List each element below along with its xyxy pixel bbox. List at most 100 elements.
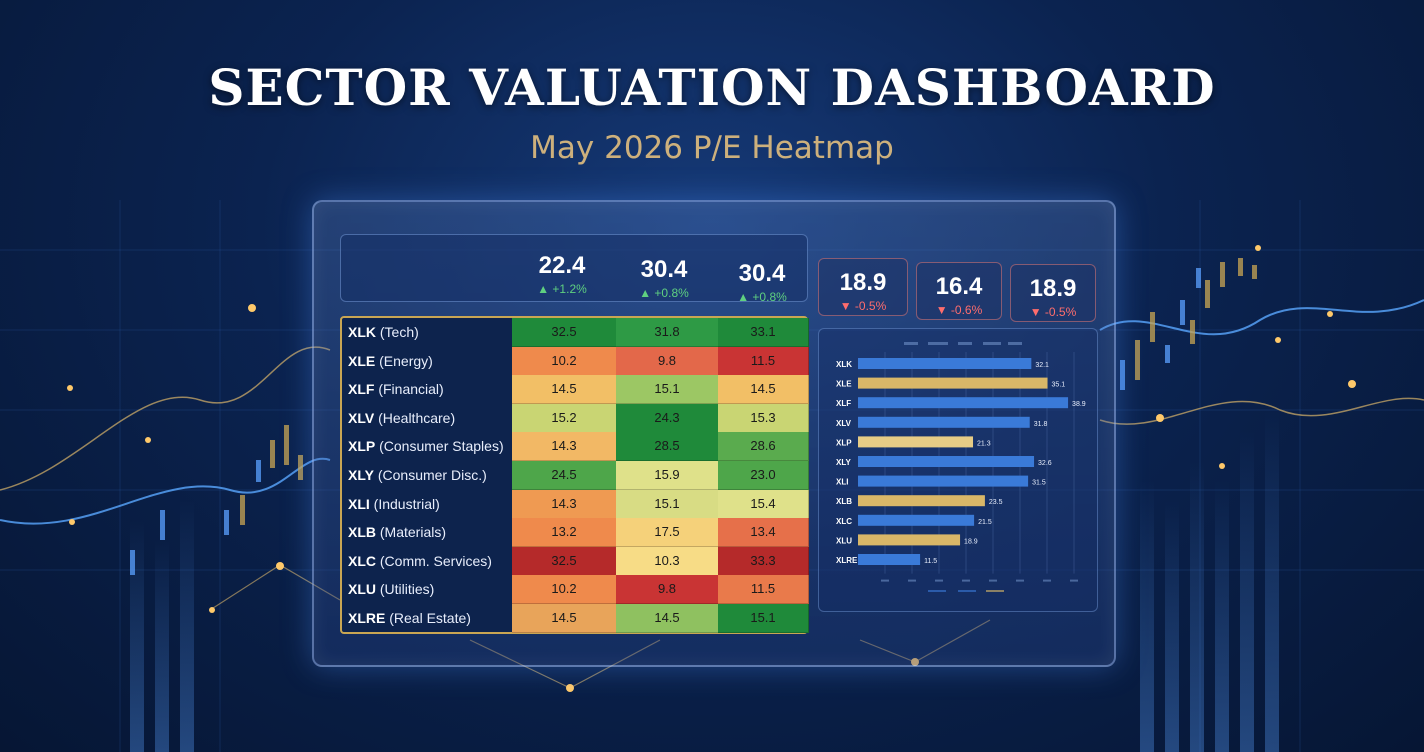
row-label: XLI (Industrial): [348, 490, 512, 519]
table-row: XLB (Materials) 13.2 17.5 13.4: [342, 518, 809, 548]
row-ticker: XLY: [348, 467, 374, 483]
dashboard-subtitle: May 2026 P/E Heatmap: [530, 130, 894, 166]
stat-change-text: -0.6%: [950, 303, 983, 317]
axis-tick-mark: [1070, 579, 1078, 582]
row-ticker: XLF: [348, 381, 375, 398]
stat-value: 22.4: [538, 252, 586, 279]
heatmap-cell: 15.1: [616, 375, 719, 405]
row-label: XLU (Utilities): [348, 575, 512, 604]
axis-tick-mark: [962, 579, 970, 582]
row-sector-name: (Materials): [379, 524, 447, 541]
bar: [858, 358, 1032, 369]
heatmap-cell: 32.5: [512, 318, 617, 347]
heatmap-cell: 14.5: [512, 604, 617, 633]
stat-value: 30.4: [640, 256, 688, 283]
bar: [858, 377, 1048, 389]
heatmap-cell: 15.1: [718, 604, 809, 633]
heatmap-cell: 24.5: [512, 461, 617, 490]
bar: [858, 456, 1035, 467]
triangle-up-icon: ▲: [537, 282, 553, 296]
bar-category-label: XLU: [836, 536, 852, 545]
heatmap-cell: 13.4: [718, 518, 809, 548]
stat-change-up: ▲ +0.8%: [612, 286, 716, 300]
bar: [858, 534, 961, 546]
row-sector-name: (Utilities): [379, 581, 435, 598]
heatmap-cell: 9.8: [616, 575, 719, 605]
heatmap-cell: 9.8: [616, 346, 719, 376]
row-ticker: XLI: [348, 495, 370, 512]
triangle-down-icon: ▼: [839, 299, 855, 313]
bar-value-label: 11.5: [924, 558, 937, 565]
bar-value-label: 18.9: [964, 538, 978, 545]
stat-change-down: ▼ -0.5%: [1011, 305, 1095, 319]
stat-change-down: ▼ -0.6%: [917, 303, 1001, 317]
stat-change-text: +1.2%: [552, 282, 587, 296]
heatmap-cell: 28.5: [616, 432, 719, 462]
table-row: XLK (Tech) 32.5 31.8 33.1: [342, 318, 809, 347]
heatmap-cell: 14.3: [512, 432, 617, 462]
heatmap-cell: 28.6: [718, 432, 809, 462]
heatmap-cell: 14.3: [512, 489, 617, 519]
legend-blur: [928, 590, 946, 592]
bar-value-label: 21.3: [977, 440, 991, 447]
heatmap-cell: 33.1: [718, 318, 809, 347]
stat-tile: 22.4 ▲ +1.2%: [510, 252, 614, 296]
bar-category-label: XLE: [836, 380, 852, 389]
bar: [858, 416, 1030, 428]
axis-tick-mark: [881, 579, 889, 582]
row-label: XLK (Tech): [348, 318, 512, 347]
triangle-up-icon: ▲: [639, 286, 655, 300]
table-row: XLU (Utilities) 10.2 9.8 11.5: [342, 575, 809, 605]
heatmap-cell: 15.2: [512, 403, 617, 433]
table-row: XLV (Healthcare) 15.2 24.3 15.3: [342, 403, 809, 433]
stat-value: 18.9: [1029, 275, 1077, 302]
bar-category-label: XLI: [836, 478, 848, 487]
bar-category-label: XLV: [836, 419, 852, 428]
row-ticker: XLB: [348, 524, 376, 541]
bar-category-label: XLC: [836, 517, 852, 526]
row-ticker: XLC: [348, 552, 376, 569]
row-label: XLB (Materials): [348, 518, 512, 547]
chart-header-blur: [928, 342, 948, 345]
row-label: XLY (Consumer Disc.): [348, 461, 512, 490]
table-row: XLE (Energy) 10.2 9.8 11.5: [342, 346, 809, 376]
heatmap-cell: 11.5: [718, 575, 809, 605]
heatmap-cell: 15.1: [616, 489, 719, 519]
stat-tile: 18.9 ▼ -0.5%: [818, 258, 908, 316]
bar-category-label: XLY: [836, 458, 851, 467]
heatmap-cell: 10.2: [512, 346, 617, 376]
stat-change-up: ▲ +1.2%: [510, 282, 614, 296]
chart-header-blur: [1008, 342, 1022, 345]
stats-bar: [340, 234, 808, 302]
bar-value-label: 31.8: [1034, 421, 1048, 428]
triangle-down-icon: ▼: [1029, 305, 1045, 319]
bar-chart: XLK 32.1 XLE 35.1 XLF 38.9 XLV 31.8 XLP 21.3 XLY 32…: [836, 342, 1086, 592]
stat-change-text: +0.8%: [654, 286, 689, 300]
stat-change-text: +0.8%: [752, 290, 787, 304]
row-sector-name: (Financial): [378, 381, 444, 398]
legend-blur: [958, 590, 976, 592]
stat-change-down: ▼ -0.5%: [819, 299, 907, 313]
heatmap-cell: 23.0: [718, 461, 809, 490]
row-sector-name: (Energy): [379, 352, 433, 369]
bar-value-label: 32.6: [1038, 460, 1052, 467]
heatmap-cell: 14.5: [512, 375, 617, 405]
bar-category-label: XLB: [836, 497, 852, 506]
axis-tick-mark: [1016, 579, 1024, 582]
bar: [858, 436, 974, 448]
bar-category-label: XLP: [836, 438, 852, 447]
row-label: XLP (Consumer Staples): [348, 432, 512, 461]
bar-value-label: 35.1: [1052, 382, 1066, 389]
table-row: XLRE (Real Estate) 14.5 14.5 15.1: [342, 604, 809, 633]
row-sector-name: (Consumer Disc.): [377, 467, 487, 483]
axis-tick-mark: [935, 579, 943, 582]
bar-value-label: 38.9: [1072, 401, 1086, 408]
table-row: XLI (Industrial) 14.3 15.1 15.4: [342, 489, 809, 519]
row-ticker: XLRE: [348, 610, 386, 626]
dashboard-title: SECTOR VALUATION DASHBOARD: [208, 58, 1216, 117]
heatmap-table: XLK (Tech) 32.5 31.8 33.1 XLE (Energy) 10.2 9.…: [340, 316, 809, 634]
triangle-up-icon: ▲: [737, 290, 753, 304]
chart-header-blur: [904, 342, 918, 345]
row-sector-name: (Consumer Staples): [379, 438, 504, 455]
